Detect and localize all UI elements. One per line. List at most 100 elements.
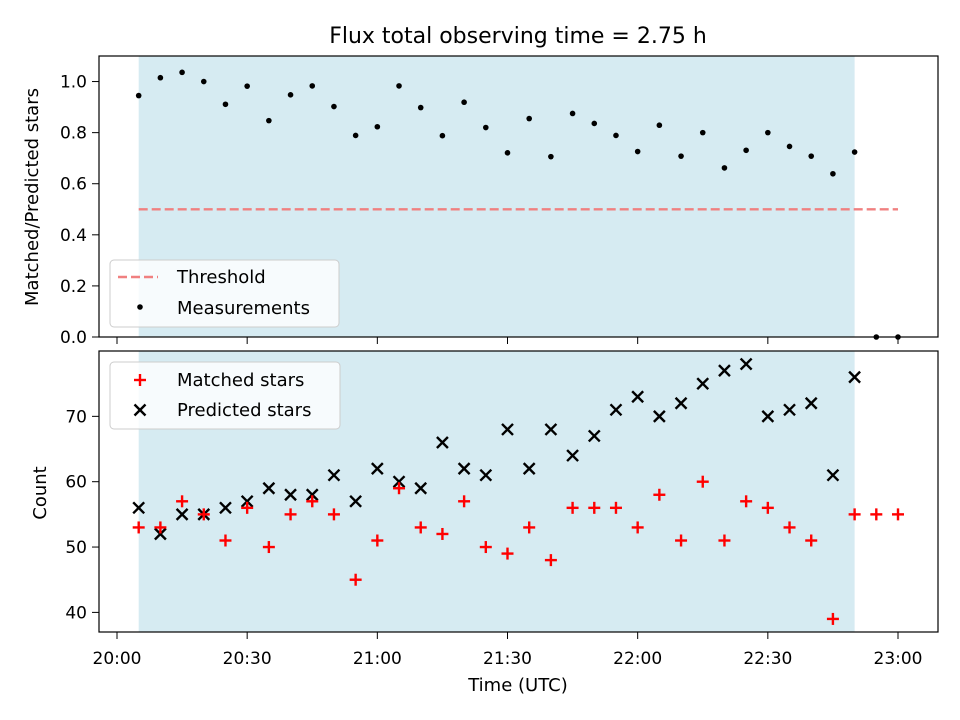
predicted-stars-point — [284, 488, 297, 502]
matched-legend-glyph — [134, 374, 146, 386]
x-stroke — [370, 462, 384, 475]
predicted-legend-glyph — [133, 403, 147, 417]
legend-predicted-label: Predicted stars — [177, 400, 311, 421]
matched-stars-point — [761, 501, 774, 514]
x-stroke — [718, 364, 731, 377]
x-stroke — [262, 481, 276, 495]
x-stroke — [522, 462, 536, 475]
measurement-point — [396, 83, 402, 89]
x-stroke — [479, 468, 493, 482]
measurement-point — [526, 115, 532, 122]
matched-stars-point — [696, 475, 709, 488]
measurement-point — [287, 92, 294, 98]
measurement-point — [613, 132, 619, 139]
predicted-stars-point — [674, 396, 688, 410]
x-stroke — [414, 481, 428, 495]
matched-stars-point — [197, 508, 210, 521]
x-stroke — [653, 410, 666, 423]
predicted-stars-point — [653, 410, 666, 423]
top-axis-ticks: 0.0 0.2 0.4 0.6 0.8 1.0 — [60, 73, 899, 348]
predicted-stars-point — [457, 462, 471, 475]
measurement-point — [157, 74, 164, 81]
top-y-tick-label: 0.0 — [60, 328, 87, 348]
matched-stars-point — [176, 495, 189, 508]
x-stroke — [587, 429, 601, 443]
top-y-tick-label: 0.8 — [60, 124, 87, 144]
bottom-panel: 40 50 60 70 20:00 20:30 21:00 21:30 22:00 22:30 23… — [30, 350, 939, 696]
measurement-point — [699, 129, 706, 136]
measurement-point — [374, 123, 381, 130]
measurement-point — [548, 153, 554, 160]
top-y-tick-label: 0.6 — [60, 175, 87, 195]
legend-matched-label: Matched stars — [177, 370, 304, 391]
measurement-point — [634, 148, 641, 155]
matched-stars-point — [609, 501, 622, 514]
matched-stars-point — [783, 521, 796, 534]
measurement-point — [266, 117, 272, 124]
x-stroke — [696, 377, 710, 391]
matched-stars-point — [653, 488, 666, 501]
matched-stars-point — [219, 534, 232, 547]
predicted-stars-point — [154, 527, 167, 541]
matched-stars-point — [132, 521, 145, 534]
x-axis-label: Time (UTC) — [467, 675, 568, 696]
predicted-stars-point — [370, 462, 384, 475]
matched-stars-point — [414, 521, 427, 534]
x-stroke — [783, 403, 796, 417]
bottom-axes-frame — [98, 350, 939, 633]
bottom-legend-box — [109, 361, 341, 430]
matched-stars-point — [718, 534, 731, 547]
legend-measurements-label: Measurements — [177, 298, 310, 319]
x-stroke — [674, 396, 688, 410]
measurement-point — [765, 129, 771, 136]
measurement-point — [200, 78, 207, 85]
chart-title: Flux total observing time = 2.75 h — [329, 24, 707, 49]
x-stroke — [566, 449, 579, 462]
matched-stars-point — [588, 501, 601, 514]
matched-stars-point — [523, 521, 536, 534]
bottom-y-tick-label: 50 — [65, 538, 87, 558]
x-stroke — [349, 494, 362, 508]
x-stroke — [175, 508, 189, 521]
x-stroke — [804, 396, 818, 410]
x-stroke — [219, 501, 232, 515]
bottom-x-tick-label: 23:00 — [874, 649, 923, 669]
top-legend-box — [109, 259, 340, 328]
matched-stars-point — [284, 508, 297, 521]
matched-stars-point — [154, 521, 167, 534]
bottom-x-tick-label: 22:00 — [613, 649, 662, 669]
predicted-stars-point — [739, 357, 753, 371]
measurement-point — [830, 170, 836, 177]
x-stroke — [392, 475, 406, 489]
measurement-point — [179, 69, 185, 76]
matched-stars-point — [479, 541, 492, 554]
measurements-series — [135, 69, 901, 340]
predicted-stars-legend-marker — [133, 403, 147, 417]
measurement-point — [786, 143, 793, 150]
predicted-stars-point — [804, 396, 818, 410]
measurement-point — [461, 99, 467, 106]
matched-stars-point — [892, 508, 904, 521]
matched-stars-point — [241, 501, 254, 514]
matched-stars-point — [458, 495, 471, 508]
matched-stars-point — [675, 534, 688, 547]
predicted-stars-point — [349, 494, 362, 508]
x-stroke — [436, 436, 449, 449]
matched-stars-point — [740, 495, 753, 508]
matched-stars-point — [544, 554, 557, 567]
x-stroke — [739, 357, 753, 371]
matched-stars-legend-marker — [134, 374, 146, 386]
x-stroke — [826, 468, 840, 482]
measurement-point — [331, 103, 337, 110]
matched-stars-point — [393, 482, 406, 495]
measurement-point — [678, 153, 684, 159]
x-stroke — [631, 390, 645, 404]
predicted-stars-point — [436, 436, 449, 449]
bottom-axis-ticks: 40 50 60 70 20:00 20:30 21:00 21:30 22:00 22:30 23… — [65, 407, 922, 669]
measurement-point — [417, 104, 424, 111]
matched-stars-point — [349, 573, 362, 586]
predicted-stars-point — [501, 423, 514, 436]
predicted-stars-point — [826, 468, 840, 482]
top-axes-frame — [98, 55, 939, 338]
